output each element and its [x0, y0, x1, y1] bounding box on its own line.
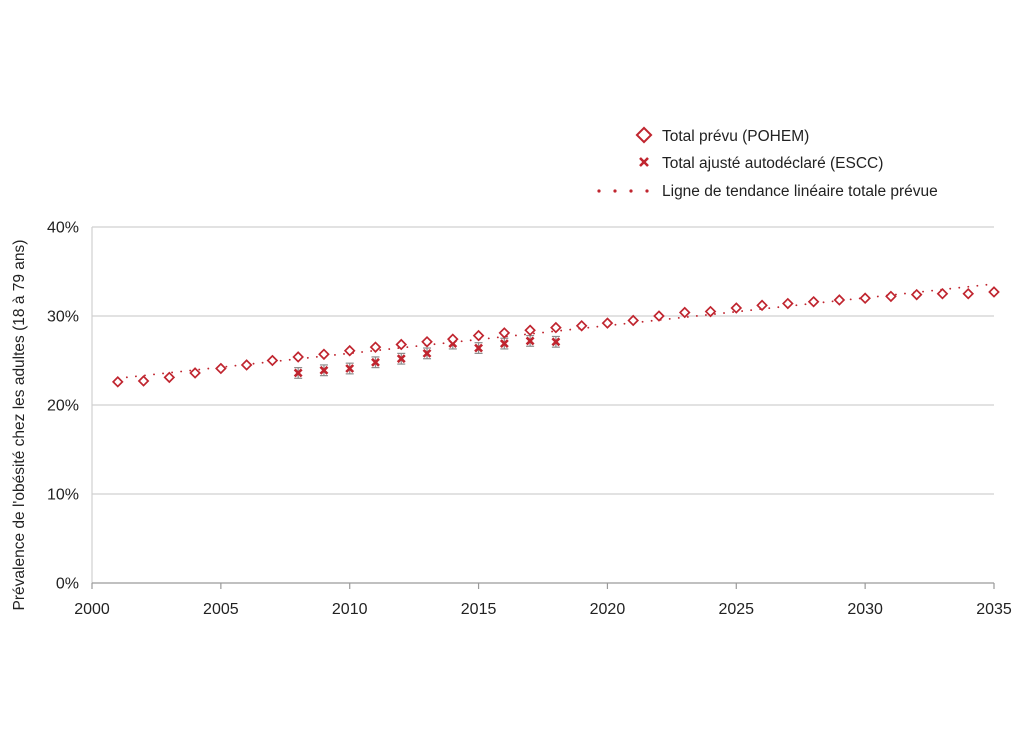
escc-x-marker — [499, 339, 509, 349]
pohem-diamond-marker — [678, 306, 691, 319]
pohem-diamond-marker — [318, 348, 330, 361]
pohem-diamond-marker — [704, 305, 717, 318]
escc-x-marker — [525, 336, 535, 346]
legend-item-escc: Total ajusté autodéclaré (ESCC) — [639, 155, 883, 172]
escc-x-marker — [474, 343, 483, 353]
escc-x-marker — [422, 348, 432, 358]
pohem-diamond-marker — [292, 351, 304, 363]
legend: Total prévu (POHEM) Total ajusté autodéc… — [597, 126, 938, 200]
pohem-diamond-marker — [601, 317, 614, 329]
pohem-diamond-marker — [730, 302, 743, 314]
pohem-diamond-marker — [782, 297, 794, 310]
pohem-diamond-marker — [550, 321, 562, 334]
legend-dotted-line-marker — [597, 189, 649, 193]
escc-x-marker — [396, 354, 406, 364]
escc-x-marker — [293, 368, 303, 378]
pohem-diamond-marker — [343, 344, 356, 357]
y-tick-label: 20% — [47, 398, 79, 415]
pohem-diamond-marker — [266, 354, 279, 367]
pohem-diamond-marker — [240, 359, 253, 371]
tick-label-layer: 0% 10% 20% 30% 40% 2000 2005 2010 2015 2020 2025 20… — [47, 220, 1012, 619]
x-tick-label: 2030 — [847, 601, 883, 618]
legend-diamond-marker — [635, 126, 653, 144]
escc-x-marker — [345, 364, 355, 373]
pohem-diamond-marker — [575, 319, 588, 332]
x-tick-label: 2010 — [332, 601, 368, 618]
pohem-diamond-marker — [524, 324, 536, 337]
pohem-diamond-marker — [189, 367, 201, 379]
y-tick-label: 30% — [47, 309, 79, 326]
legend-item-pohem: Total prévu (POHEM) — [635, 126, 809, 145]
pohem-diamond-marker — [369, 341, 382, 353]
x-tick-label: 2015 — [461, 601, 497, 618]
pohem-diamond-marker — [962, 287, 975, 300]
legend-x-marker — [639, 157, 649, 167]
legend-item-trend: Ligne de tendance linéaire totale prévue — [597, 183, 938, 200]
legend-label-escc: Total ajusté autodéclaré (ESCC) — [662, 155, 883, 172]
y-tick-label: 10% — [47, 487, 79, 504]
pohem-diamond-marker — [910, 288, 923, 301]
x-tick-label: 2035 — [976, 601, 1012, 618]
pohem-diamond-marker — [111, 376, 124, 388]
pohem-diamond-marker — [627, 314, 640, 327]
y-tick-label: 0% — [56, 576, 79, 593]
escc-x-marker — [551, 337, 561, 347]
x-tick-label: 2005 — [203, 601, 239, 618]
pohem-diamond-marker — [137, 375, 150, 387]
pohem-diamond-marker — [472, 329, 485, 342]
pohem-diamond-marker — [215, 362, 227, 375]
legend-label-pohem: Total prévu (POHEM) — [662, 128, 809, 145]
pohem-diamond-marker — [498, 327, 511, 339]
pohem-diamond-marker — [446, 333, 459, 345]
pohem-diamond-marker — [163, 371, 176, 384]
escc-x-marker — [371, 357, 380, 367]
marker-layer — [111, 286, 1000, 388]
axis-layer — [91, 227, 995, 589]
pohem-diamond-marker — [936, 287, 949, 300]
x-tick-label: 2000 — [74, 601, 110, 618]
legend-label-trend: Ligne de tendance linéaire totale prévue — [662, 183, 938, 200]
grid-layer — [92, 226, 994, 495]
pohem-diamond-marker — [756, 299, 768, 312]
pohem-diamond-marker — [653, 310, 665, 322]
pohem-diamond-marker — [395, 338, 408, 351]
x-tick-label: 2020 — [590, 601, 626, 618]
escc-x-marker — [319, 365, 329, 375]
x-tick-label: 2025 — [718, 601, 754, 618]
y-axis-title: Prévalence de l'obésité chez les adultes… — [11, 240, 28, 611]
pohem-diamond-marker — [833, 294, 846, 306]
y-tick-label: 40% — [47, 220, 79, 237]
pohem-diamond-marker — [807, 295, 820, 308]
pohem-diamond-marker — [988, 286, 1000, 298]
pohem-diamond-marker — [859, 292, 871, 305]
pohem-diamond-marker — [885, 290, 897, 303]
pohem-diamond-marker — [421, 336, 433, 348]
